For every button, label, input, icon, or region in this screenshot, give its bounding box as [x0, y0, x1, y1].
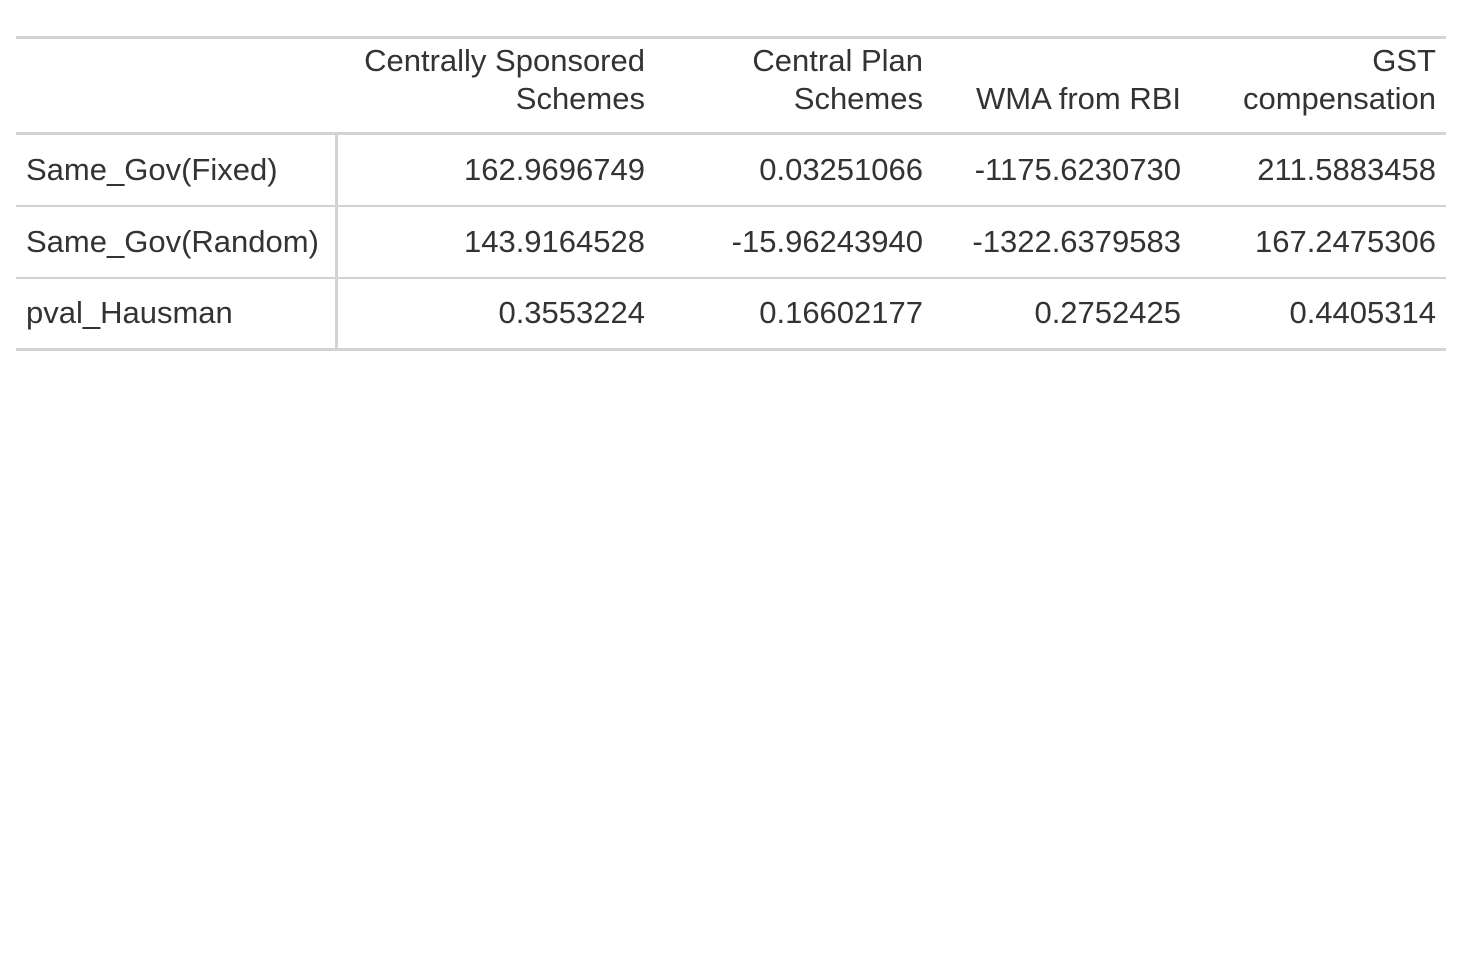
table-cell: 0.4405314	[1191, 277, 1446, 351]
row-label: Same_Gov(Random)	[16, 205, 338, 279]
column-header-central-plan-schemes: Central Plan Schemes	[655, 38, 933, 134]
table-cell: 143.9164528	[336, 205, 655, 279]
table-row: Same_Gov(Fixed) 162.9696749 0.03251066 -…	[16, 133, 1446, 207]
results-table: Centrally Sponsored Schemes Central Plan…	[16, 36, 1446, 351]
row-label: pval_Hausman	[16, 277, 338, 351]
column-header-gst-compensation: GST compensation	[1191, 38, 1446, 134]
table-cell: -1175.6230730	[933, 133, 1191, 207]
table-cell: 211.5883458	[1191, 133, 1446, 207]
table-cell: 0.03251066	[655, 133, 933, 207]
table-cell: 0.2752425	[933, 277, 1191, 351]
column-header-line: WMA from RBI	[976, 81, 1181, 116]
table-cell: 162.9696749	[336, 133, 655, 207]
column-header-line: Schemes	[515, 81, 645, 116]
row-label: Same_Gov(Fixed)	[16, 133, 338, 207]
column-header-line: GST	[1372, 43, 1436, 78]
column-header-centrally-sponsored-schemes: Centrally Sponsored Schemes	[336, 38, 655, 134]
table-cell: 0.16602177	[655, 277, 933, 351]
table-cell: -15.96243940	[655, 205, 933, 279]
column-header-line: compensation	[1242, 81, 1436, 116]
table-cell: 0.3553224	[336, 277, 655, 351]
header-row: Centrally Sponsored Schemes Central Plan…	[16, 37, 1446, 134]
table-body: Same_Gov(Fixed) 162.9696749 0.03251066 -…	[16, 133, 1446, 351]
results-table-container: Centrally Sponsored Schemes Central Plan…	[16, 36, 1446, 351]
table-row: Same_Gov(Random) 143.9164528 -15.9624394…	[16, 205, 1446, 279]
table-row: pval_Hausman 0.3553224 0.16602177 0.2752…	[16, 277, 1446, 351]
table-header: Centrally Sponsored Schemes Central Plan…	[16, 37, 1446, 134]
stub-header	[16, 38, 336, 134]
column-header-wma-from-rbi: WMA from RBI	[933, 38, 1191, 134]
column-header-line: Schemes	[793, 81, 923, 116]
column-header-line: Central Plan	[752, 43, 923, 78]
table-cell: -1322.6379583	[933, 205, 1191, 279]
table-cell: 167.2475306	[1191, 205, 1446, 279]
column-header-line: Centrally Sponsored	[364, 43, 645, 78]
